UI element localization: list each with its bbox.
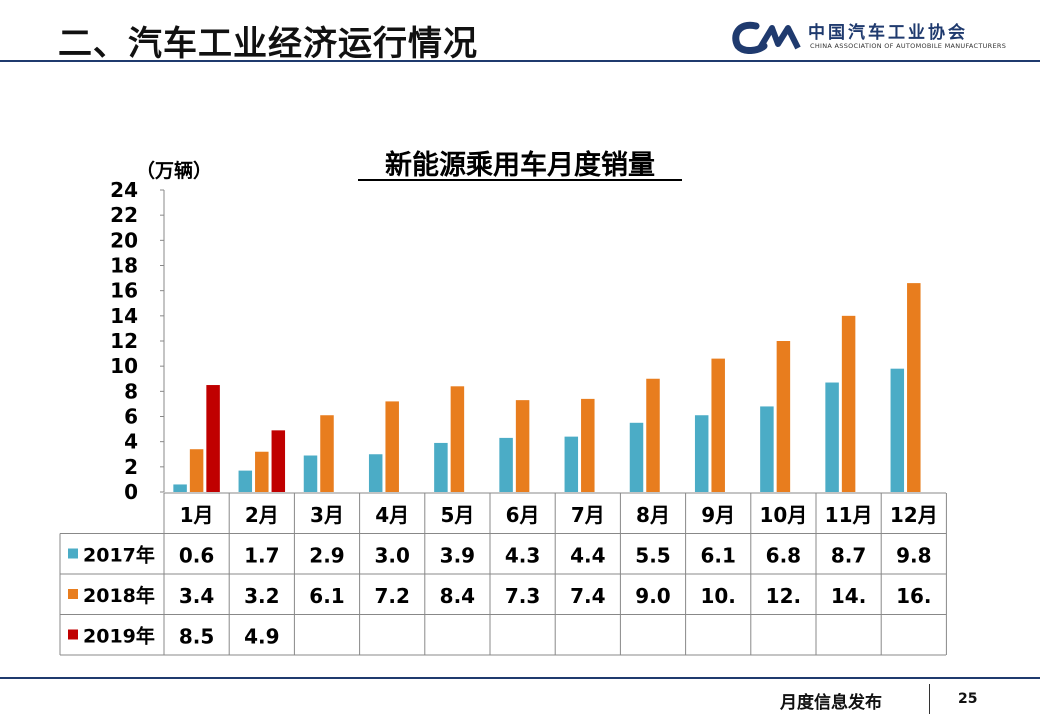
- bar-2018年-3月: [320, 415, 334, 492]
- data-label: 14.: [831, 584, 866, 608]
- data-label: 3.2: [244, 584, 279, 608]
- bar-2018年-12月: [907, 283, 921, 492]
- data-label: 0.6: [179, 544, 214, 568]
- footer-label: 月度信息发布: [780, 688, 882, 713]
- bar-2018年-5月: [451, 386, 465, 492]
- bar-2017年-12月: [891, 369, 905, 492]
- x-category-label: 8月: [636, 503, 670, 527]
- x-category-label: 12月: [890, 503, 938, 527]
- footer-vertical-divider: [929, 684, 930, 714]
- y-tick-label: 2: [124, 455, 138, 479]
- y-tick-label: 6: [124, 405, 138, 429]
- x-category-label: 1月: [180, 503, 214, 527]
- data-label: 4.3: [505, 544, 540, 568]
- bar-2018年-4月: [385, 401, 399, 492]
- legend-swatch-2017年: [68, 549, 78, 559]
- legend-label: 2018年: [83, 584, 155, 607]
- data-label: 7.4: [570, 584, 605, 608]
- y-tick-label: 14: [110, 304, 138, 328]
- data-label: 8.5: [179, 625, 214, 649]
- x-category-label: 5月: [440, 503, 474, 527]
- data-label: 12.: [766, 584, 801, 608]
- data-label: 9.0: [635, 584, 670, 608]
- x-category-label: 10月: [759, 503, 807, 527]
- bar-2017年-2月: [239, 471, 253, 492]
- bar-2019年-2月: [272, 430, 286, 492]
- bar-2018年-10月: [777, 341, 791, 492]
- x-category-label: 2月: [245, 503, 279, 527]
- bar-2017年-9月: [695, 415, 709, 492]
- bar-2017年-6月: [499, 438, 512, 492]
- chart-title: 新能源乘用车月度销量: [385, 149, 655, 181]
- data-label: 9.8: [896, 544, 931, 568]
- bar-2018年-1月: [190, 449, 204, 492]
- y-tick-label: 20: [110, 228, 138, 252]
- bar-2018年-9月: [711, 359, 725, 492]
- y-tick-label: 22: [110, 203, 138, 227]
- bar-2018年-7月: [581, 399, 595, 492]
- legend-label: 2017年: [83, 544, 155, 567]
- x-category-label: 9月: [701, 503, 735, 527]
- x-category-label: 4月: [375, 503, 409, 527]
- y-axis-unit-label: （万辆）: [136, 159, 212, 182]
- x-category-label: 3月: [310, 503, 344, 527]
- data-label: 4.4: [570, 544, 605, 568]
- bar-2017年-5月: [434, 443, 448, 492]
- data-label: 7.3: [505, 584, 540, 608]
- bar-2018年-11月: [842, 316, 856, 492]
- data-label: 3.4: [179, 584, 214, 608]
- data-label: 3.0: [374, 544, 409, 568]
- data-label: 1.7: [244, 544, 279, 568]
- data-label: 10.: [700, 584, 735, 608]
- page-number: 25: [958, 691, 977, 707]
- bar-2017年-11月: [825, 383, 839, 492]
- x-category-label: 11月: [825, 503, 873, 527]
- legend-label: 2019年: [83, 625, 155, 648]
- bar-2018年-8月: [646, 379, 660, 492]
- y-tick-label: 16: [110, 279, 138, 303]
- bar-2017年-1月: [173, 484, 187, 492]
- data-label: 8.4: [440, 584, 475, 608]
- y-tick-label: 12: [110, 329, 138, 353]
- data-label: 6.8: [766, 544, 801, 568]
- x-category-label: 6月: [506, 503, 540, 527]
- legend-swatch-2018年: [68, 589, 78, 599]
- bar-2018年-6月: [516, 400, 530, 492]
- y-tick-label: 0: [124, 480, 138, 504]
- bar-2018年-2月: [255, 452, 268, 492]
- data-label: 8.7: [831, 544, 866, 568]
- legend-swatch-2019年: [68, 630, 78, 640]
- x-category-label: 7月: [571, 503, 605, 527]
- bar-2017年-4月: [369, 454, 383, 492]
- bar-2017年-10月: [760, 406, 774, 492]
- bar-2017年-8月: [630, 423, 644, 492]
- data-label: 3.9: [440, 544, 475, 568]
- data-label: 5.5: [635, 544, 670, 568]
- data-label: 6.1: [700, 544, 735, 568]
- bar-2019年-1月: [206, 385, 220, 492]
- data-label: 4.9: [244, 625, 279, 649]
- y-tick-label: 4: [124, 430, 138, 454]
- y-tick-label: 8: [124, 379, 138, 403]
- data-label: 7.2: [374, 584, 409, 608]
- y-tick-label: 18: [110, 254, 138, 278]
- y-tick-label: 24: [110, 178, 138, 202]
- y-tick-label: 10: [110, 354, 138, 378]
- bar-2017年-7月: [565, 437, 579, 492]
- data-label: 16.: [896, 584, 931, 608]
- data-label: 2.9: [309, 544, 344, 568]
- data-label: 6.1: [309, 584, 344, 608]
- footer-divider: [0, 677, 1040, 679]
- bar-2017年-3月: [304, 456, 318, 492]
